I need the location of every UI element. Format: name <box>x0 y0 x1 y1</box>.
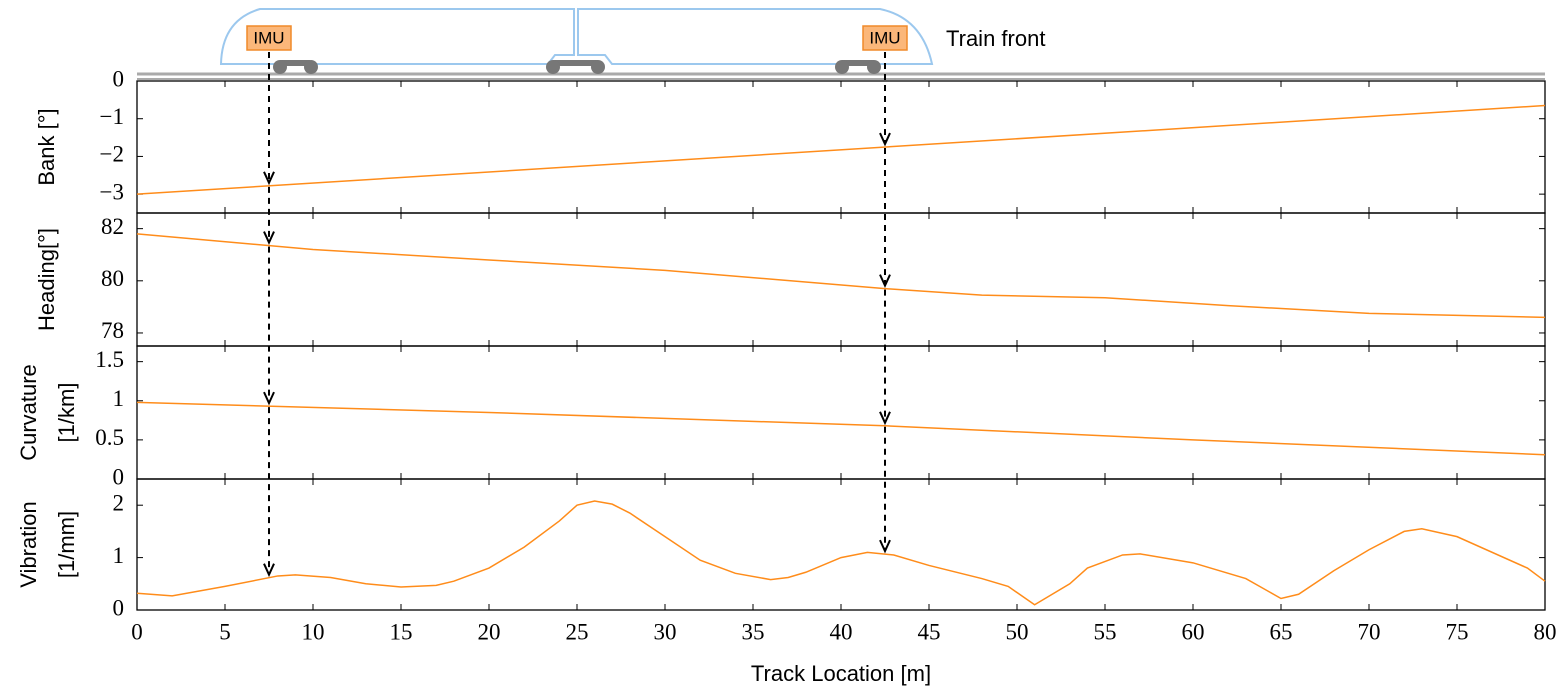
x-tick-label: 75 <box>1446 619 1469 644</box>
data-line <box>137 106 1545 195</box>
y-tick-label: 1 <box>113 543 125 568</box>
bogies <box>273 60 881 74</box>
wheel <box>273 60 287 74</box>
x-tick-label: 45 <box>918 619 941 644</box>
y-tick-label: 1 <box>113 386 125 411</box>
train <box>137 9 1545 79</box>
y-axis-label: Vibration <box>16 501 41 587</box>
y-axis-label: Bank [°] <box>34 108 59 185</box>
y-axis-label: Heading[°] <box>34 228 59 331</box>
wheel <box>591 60 605 74</box>
y-axis-label: [1/mm] <box>54 511 79 578</box>
y-axis-label: [1/km] <box>54 383 79 443</box>
y-tick-label: 0 <box>113 595 125 620</box>
x-tick-label: 15 <box>390 619 413 644</box>
panel-frame <box>137 81 1545 213</box>
data-line <box>137 234 1545 317</box>
x-tick-label: 20 <box>478 619 501 644</box>
y-tick-label: 0 <box>113 66 125 91</box>
x-tick-label: 80 <box>1534 619 1557 644</box>
page: Train front −3 −2 −1 0 Bank [°] 78 80 82 Heading… <box>0 0 1565 694</box>
x-tick-label: 25 <box>566 619 589 644</box>
annotation: Train front <box>946 26 1045 51</box>
y-axis-label: Curvature <box>16 364 41 461</box>
wheel <box>867 60 881 74</box>
y-tick-label: 82 <box>101 214 124 239</box>
x-tick-label: 65 <box>1270 619 1293 644</box>
data-line <box>137 501 1545 605</box>
imu-marker: IMU <box>247 26 291 575</box>
imu-label: IMU <box>253 28 284 47</box>
y-tick-label: 1.5 <box>95 347 124 372</box>
x-tick-label: 40 <box>830 619 853 644</box>
y-tick-label: −2 <box>100 142 124 167</box>
x-tick-label: 0 <box>131 619 143 644</box>
panel-frame <box>137 479 1545 610</box>
y-tick-label: 80 <box>101 266 124 291</box>
x-tick-label: 50 <box>1006 619 1029 644</box>
x-tick-label: 30 <box>654 619 677 644</box>
y-tick-label: 2 <box>113 490 125 515</box>
x-tick-label: 70 <box>1358 619 1381 644</box>
y-tick-label: 0 <box>113 464 125 489</box>
x-tick-label: 60 <box>1182 619 1205 644</box>
y-tick-label: −3 <box>100 179 124 204</box>
imu-label: IMU <box>869 28 900 47</box>
y-tick-label: 78 <box>101 318 124 343</box>
wheel <box>546 60 560 74</box>
y-tick-label: −1 <box>100 104 124 129</box>
x-tick-label: 5 <box>219 619 231 644</box>
wheel <box>304 60 318 74</box>
panel-frame <box>137 213 1545 346</box>
x-tick-label: 10 <box>302 619 325 644</box>
chart: Train front −3 −2 −1 0 Bank [°] 78 80 82 Heading… <box>0 0 1565 694</box>
x-axis-label: Track Location [m] <box>751 661 931 686</box>
bogie <box>553 60 598 66</box>
panel-frame <box>137 346 1545 479</box>
x-tick-label: 55 <box>1094 619 1117 644</box>
wheel <box>835 60 849 74</box>
data-line <box>137 402 1545 454</box>
x-tick-label: 35 <box>742 619 765 644</box>
y-tick-label: 0.5 <box>95 425 124 450</box>
